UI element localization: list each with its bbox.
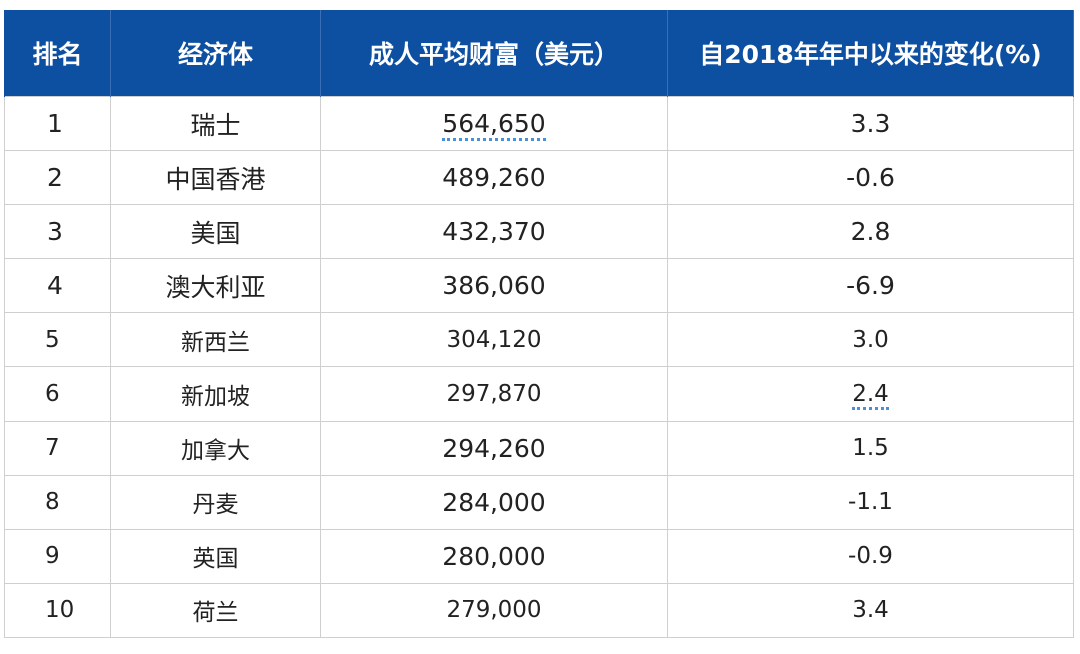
cell-change: 3.3 — [667, 95, 1074, 152]
cell-rank: 8 — [4, 474, 111, 530]
wealth-table-container: 排名 经济体 成人平均财富（美元） 自2018年年中以来的变化(%) 1 瑞士 56… — [4, 10, 1074, 638]
table-row: 9 英国 280,000 -0.9 — [4, 528, 1074, 584]
table-row: 7 加拿大 294,260 1.5 — [4, 420, 1074, 476]
cell-change: 2.4 — [667, 366, 1074, 422]
cell-economy: 丹麦 — [110, 474, 321, 530]
cell-change: 2.8 — [667, 204, 1074, 260]
cell-change: -6.9 — [667, 258, 1074, 314]
cell-economy: 英国 — [110, 528, 321, 584]
table-row: 6 新加坡 297,870 2.4 — [4, 366, 1074, 422]
cell-wealth: 304,120 — [320, 312, 668, 368]
table-header: 排名 经济体 成人平均财富（美元） 自2018年年中以来的变化(%) — [4, 10, 1074, 97]
table-row: 1 瑞士 564,650 3.3 — [4, 95, 1074, 152]
cell-rank: 10 — [4, 582, 111, 638]
cell-rank: 5 — [4, 312, 111, 368]
header-wealth: 成人平均财富（美元） — [320, 10, 668, 97]
cell-wealth: 284,000 — [320, 474, 668, 530]
change-value-link[interactable]: 2.4 — [852, 381, 889, 411]
cell-economy: 瑞士 — [110, 95, 321, 152]
cell-rank: 9 — [4, 528, 111, 584]
cell-wealth: 386,060 — [320, 258, 668, 314]
header-economy: 经济体 — [110, 10, 321, 97]
cell-economy: 荷兰 — [110, 582, 321, 638]
cell-wealth: 564,650 — [320, 95, 668, 152]
table-row: 2 中国香港 489,260 -0.6 — [4, 150, 1074, 206]
header-rank: 排名 — [4, 10, 111, 97]
cell-rank: 4 — [4, 258, 111, 314]
cell-wealth: 280,000 — [320, 528, 668, 584]
cell-wealth: 294,260 — [320, 420, 668, 476]
cell-change: -0.9 — [667, 528, 1074, 584]
cell-change: 3.4 — [667, 582, 1074, 638]
table-row: 8 丹麦 284,000 -1.1 — [4, 474, 1074, 530]
cell-economy: 中国香港 — [110, 150, 321, 206]
header-row: 排名 经济体 成人平均财富（美元） 自2018年年中以来的变化(%) — [4, 10, 1074, 97]
cell-rank: 6 — [4, 366, 111, 422]
wealth-table: 排名 经济体 成人平均财富（美元） 自2018年年中以来的变化(%) 1 瑞士 56… — [4, 10, 1074, 638]
cell-wealth: 432,370 — [320, 204, 668, 260]
table-row: 10 荷兰 279,000 3.4 — [4, 582, 1074, 638]
wealth-value-link[interactable]: 564,650 — [442, 109, 546, 142]
cell-economy: 新加坡 — [110, 366, 321, 422]
cell-wealth: 489,260 — [320, 150, 668, 206]
table-row: 5 新西兰 304,120 3.0 — [4, 312, 1074, 368]
header-change: 自2018年年中以来的变化(%) — [667, 10, 1074, 97]
cell-wealth: 279,000 — [320, 582, 668, 638]
table-body: 1 瑞士 564,650 3.3 2 中国香港 489,260 -0.6 3 美国 432,370 2… — [4, 95, 1074, 638]
cell-rank: 7 — [4, 420, 111, 476]
cell-economy: 新西兰 — [110, 312, 321, 368]
table-row: 4 澳大利亚 386,060 -6.9 — [4, 258, 1074, 314]
cell-wealth: 297,870 — [320, 366, 668, 422]
cell-economy: 澳大利亚 — [110, 258, 321, 314]
table-row: 3 美国 432,370 2.8 — [4, 204, 1074, 260]
cell-rank: 1 — [4, 95, 111, 152]
cell-rank: 2 — [4, 150, 111, 206]
cell-economy: 加拿大 — [110, 420, 321, 476]
cell-rank: 3 — [4, 204, 111, 260]
cell-change: -1.1 — [667, 474, 1074, 530]
cell-economy: 美国 — [110, 204, 321, 260]
cell-change: -0.6 — [667, 150, 1074, 206]
cell-change: 1.5 — [667, 420, 1074, 476]
cell-change: 3.0 — [667, 312, 1074, 368]
